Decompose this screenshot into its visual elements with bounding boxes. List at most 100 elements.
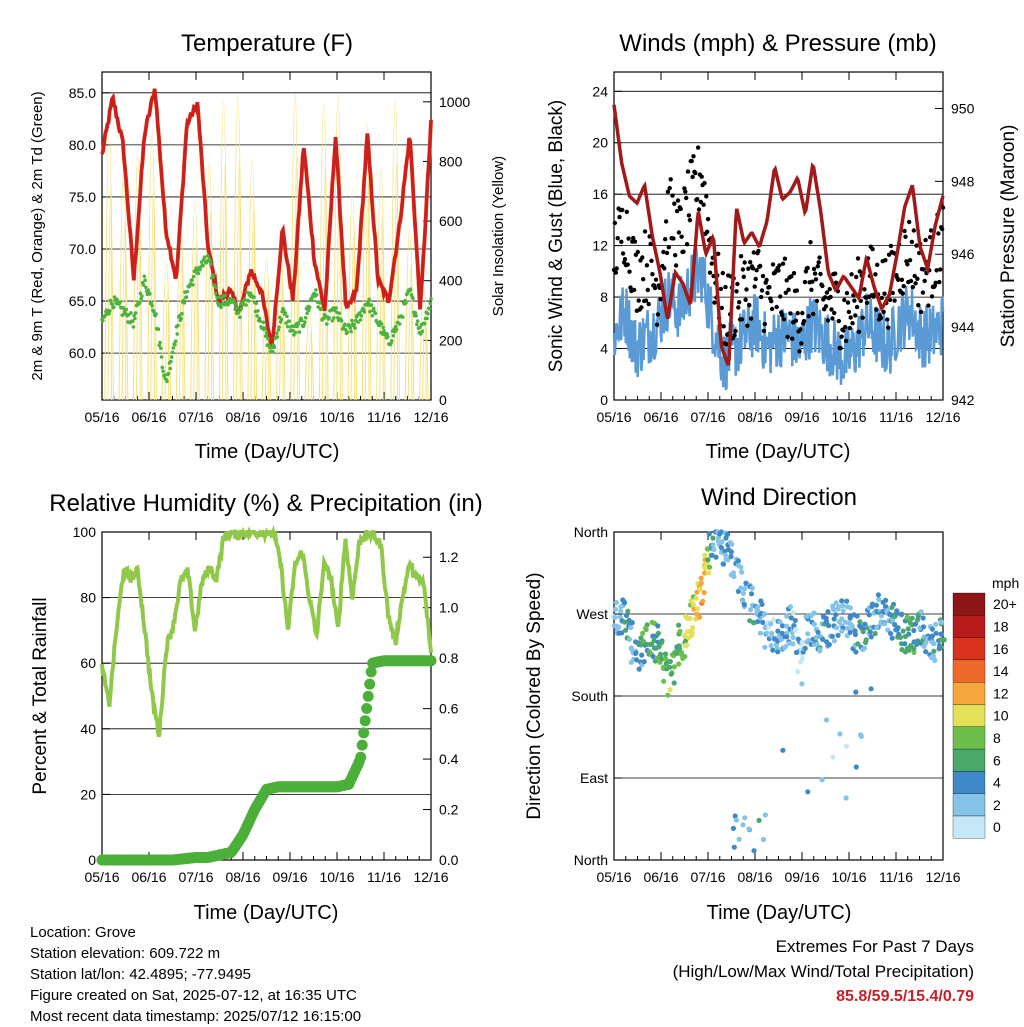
wind-direction-point <box>840 608 846 614</box>
gust-point <box>833 271 838 276</box>
station-info: Location: Grove Station elevation: 609.7… <box>30 922 361 1027</box>
dewpoint-point <box>235 306 240 310</box>
dewpoint-point <box>148 292 152 296</box>
gust-point <box>699 174 704 179</box>
dewpoint-point <box>158 340 162 345</box>
wind-direction-point <box>906 647 912 653</box>
wind-direction-point <box>706 531 712 537</box>
gust-point <box>624 209 629 214</box>
wind-direction-point <box>805 789 811 795</box>
gust-point <box>839 334 844 339</box>
wind-direction-point <box>929 633 935 639</box>
wind-direction-point <box>720 561 727 567</box>
temperature-y2-tick-label: 600 <box>439 213 463 229</box>
wind-direction-point <box>697 614 703 620</box>
wind-direction-point <box>684 642 690 648</box>
wind-direction-point <box>869 601 876 607</box>
dewpoint-point <box>179 317 183 321</box>
winds-x-tick-label: 08/16 <box>737 409 772 425</box>
speed-legend-swatch <box>952 748 986 772</box>
dewpoint-point <box>293 330 298 335</box>
dewpoint-point <box>272 345 277 350</box>
wind-direction-point <box>729 541 735 547</box>
extremes-title: Extremes For Past 7 Days <box>775 937 974 956</box>
wind-direction-point <box>811 621 818 627</box>
dewpoint-point <box>140 294 144 298</box>
wind-direction-point <box>847 615 853 621</box>
gust-point <box>654 322 660 327</box>
gust-point <box>649 258 654 263</box>
gust-point <box>875 262 880 267</box>
wind-direction-point <box>845 625 851 631</box>
dewpoint-point <box>244 303 248 307</box>
gust-point <box>762 321 767 327</box>
wind-direction-point <box>643 626 649 633</box>
gust-point <box>705 216 711 222</box>
gust-point <box>838 345 843 351</box>
gust-point <box>822 295 828 300</box>
gust-point <box>689 158 694 164</box>
gust-point <box>874 307 879 312</box>
dewpoint-point <box>121 305 125 310</box>
wind-direction-point <box>750 620 757 626</box>
gust-point <box>712 300 717 305</box>
wind-direction-point <box>872 630 878 637</box>
gust-point <box>758 263 763 269</box>
gust-point <box>914 243 919 248</box>
precipitation-point <box>362 690 374 702</box>
gust-point <box>913 281 918 286</box>
gust-point <box>663 237 668 242</box>
wind-direction-point <box>693 616 699 622</box>
wind-direction-point <box>681 633 688 639</box>
wind-direction-point <box>899 611 905 617</box>
gust-point <box>920 290 926 295</box>
precipitation-point <box>425 655 437 667</box>
dewpoint-point <box>307 308 311 313</box>
gust-point <box>926 303 931 308</box>
dewpoint-point <box>118 300 122 305</box>
dewpoint-point <box>110 302 114 306</box>
speed-legend-swatch <box>952 815 986 839</box>
gust-point <box>631 287 637 293</box>
gust-point <box>892 298 897 303</box>
gust-point <box>681 249 686 254</box>
gust-point <box>716 251 721 256</box>
wind-direction-point <box>866 612 872 618</box>
gust-point <box>628 285 633 290</box>
wind-direction-point <box>710 542 716 548</box>
wind-direction-point <box>723 535 729 541</box>
wind-direction-point <box>902 641 908 647</box>
gust-point <box>915 276 920 281</box>
wind-direction-point <box>736 836 742 842</box>
gust-point <box>747 303 752 308</box>
gust-point <box>777 263 782 268</box>
gust-point <box>693 170 698 176</box>
gust-point <box>620 207 625 213</box>
dewpoint-point <box>154 312 158 316</box>
gust-point <box>910 284 915 290</box>
gust-point <box>939 226 945 232</box>
wind-direction-point <box>876 596 882 603</box>
wind-direction-point <box>655 623 661 629</box>
wind-direction-point <box>702 565 708 571</box>
figure-created: Figure created on Sat, 2025-07-12, at 16… <box>30 987 357 1004</box>
gust-point <box>738 254 744 259</box>
dewpoint-point <box>345 330 350 334</box>
wind-direction-point <box>831 638 838 644</box>
wind-direction-point <box>938 619 944 625</box>
winds-y2-tick-label: 944 <box>951 319 975 335</box>
dewpoint-point <box>184 295 189 299</box>
wind-direction-point <box>676 622 682 628</box>
dewpoint-point <box>211 275 215 279</box>
gust-point <box>670 193 675 198</box>
wind-direction-point <box>688 598 694 604</box>
dewpoint-point <box>275 335 280 339</box>
dewpoint-point <box>404 301 408 305</box>
wind-direction-x-tick-label: 08/16 <box>737 869 772 885</box>
precipitation-point <box>355 751 367 763</box>
wind-direction-point <box>695 606 701 612</box>
gust-point <box>808 240 813 245</box>
gust-point <box>820 283 825 289</box>
dewpoint-point <box>176 323 180 328</box>
wind-direction-point <box>837 731 843 737</box>
